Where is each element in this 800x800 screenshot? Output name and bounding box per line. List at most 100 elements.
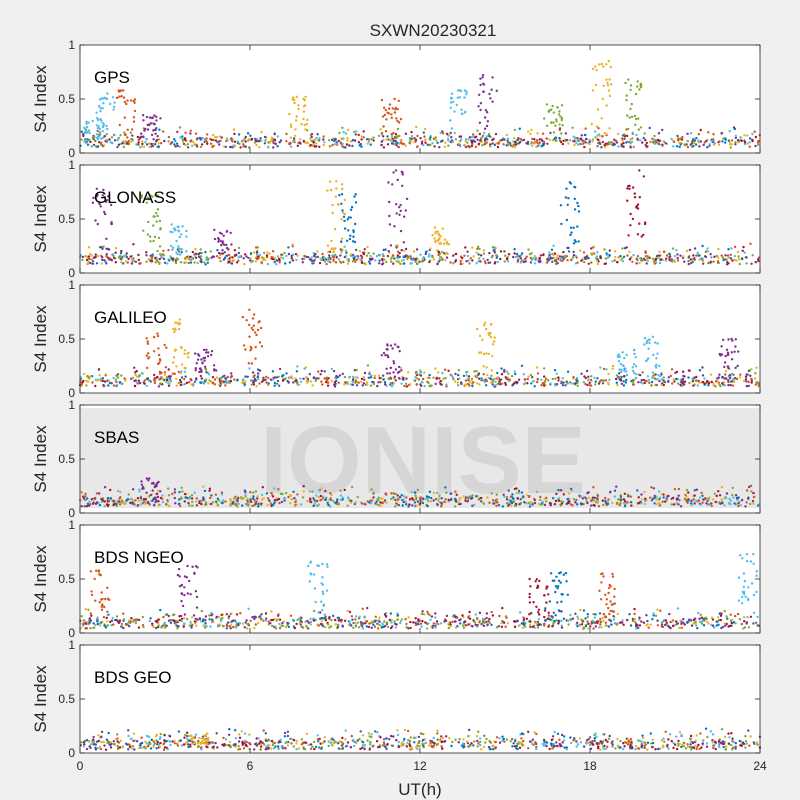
scatter-point bbox=[248, 367, 251, 370]
scatter-point bbox=[179, 261, 183, 264]
scatter-point bbox=[215, 255, 219, 258]
spike-point bbox=[158, 372, 162, 375]
scatter-point bbox=[209, 250, 212, 253]
scatter-point bbox=[611, 501, 614, 505]
spike-point bbox=[479, 138, 482, 142]
spike-point bbox=[487, 352, 491, 356]
scatter-point bbox=[457, 384, 460, 387]
scatter-point bbox=[245, 503, 248, 506]
spike-point bbox=[91, 201, 95, 204]
scatter-point bbox=[432, 491, 436, 495]
spike-point bbox=[390, 113, 393, 116]
scatter-point bbox=[752, 491, 755, 495]
watermark-band bbox=[80, 408, 760, 508]
scatter-point bbox=[482, 379, 485, 382]
scatter-point bbox=[242, 143, 245, 146]
scatter-point bbox=[435, 139, 438, 142]
spike-point bbox=[566, 203, 569, 206]
scatter-point bbox=[315, 499, 319, 503]
scatter-point bbox=[266, 251, 269, 254]
scatter-point bbox=[611, 367, 614, 370]
spike-point bbox=[349, 234, 352, 237]
spike-point bbox=[395, 212, 398, 215]
scatter-point bbox=[561, 500, 565, 504]
scatter-point bbox=[438, 495, 441, 498]
spike-point bbox=[349, 216, 352, 219]
scatter-point bbox=[229, 624, 233, 627]
scatter-point bbox=[557, 488, 560, 492]
scatter-point bbox=[745, 256, 748, 259]
scatter-point bbox=[587, 491, 590, 494]
scatter-point bbox=[203, 140, 206, 143]
scatter-point bbox=[720, 626, 723, 630]
scatter-point bbox=[302, 140, 306, 143]
scatter-point bbox=[415, 496, 418, 499]
scatter-point bbox=[513, 370, 516, 373]
scatter-point bbox=[92, 498, 95, 502]
scatter-point bbox=[173, 496, 176, 500]
scatter-point bbox=[361, 251, 365, 254]
scatter-point bbox=[410, 491, 414, 494]
scatter-point bbox=[264, 378, 267, 381]
spike-cluster bbox=[326, 180, 346, 254]
spike-point bbox=[225, 246, 229, 250]
spike-cluster bbox=[115, 89, 137, 144]
scatter-point bbox=[162, 130, 165, 133]
scatter-point bbox=[493, 143, 497, 147]
scatter-point bbox=[577, 617, 580, 621]
scatter-point bbox=[695, 499, 698, 502]
scatter-point bbox=[632, 379, 635, 382]
scatter-point bbox=[415, 504, 418, 507]
scatter-point bbox=[637, 502, 640, 505]
spike-point bbox=[210, 353, 213, 357]
spike-point bbox=[146, 500, 150, 504]
scatter-point bbox=[472, 255, 475, 258]
scatter-point bbox=[561, 384, 565, 387]
scatter-point bbox=[383, 381, 387, 384]
spike-point bbox=[398, 350, 401, 353]
scatter-point bbox=[390, 136, 394, 139]
spike-point bbox=[395, 203, 398, 206]
scatter-point bbox=[687, 491, 690, 494]
spike-point bbox=[481, 74, 485, 77]
scatter-point bbox=[135, 380, 138, 383]
scatter-point bbox=[130, 617, 133, 620]
scatter-point bbox=[632, 145, 635, 149]
scatter-point bbox=[198, 136, 202, 140]
spike-point bbox=[393, 225, 396, 228]
spike-point bbox=[399, 209, 402, 213]
scatter-point bbox=[745, 384, 748, 388]
scatter-point bbox=[665, 257, 668, 260]
scatter-point bbox=[476, 129, 479, 132]
scatter-point bbox=[581, 497, 584, 500]
spike-point bbox=[380, 354, 383, 357]
scatter-point bbox=[81, 255, 85, 259]
scatter-point bbox=[90, 258, 94, 261]
scatter-point bbox=[583, 133, 587, 137]
spike-point bbox=[463, 89, 467, 92]
scatter-point bbox=[653, 134, 656, 138]
scatter-point bbox=[371, 257, 374, 260]
spike-point bbox=[485, 124, 489, 128]
spike-point bbox=[392, 171, 395, 174]
scatter-point bbox=[359, 258, 362, 261]
scatter-point bbox=[394, 492, 397, 496]
scatter-point bbox=[158, 262, 161, 265]
scatter-point bbox=[720, 612, 723, 615]
spike-point bbox=[94, 219, 97, 222]
spike-point bbox=[550, 121, 553, 124]
scatter-point bbox=[275, 259, 278, 262]
scatter-point bbox=[312, 497, 315, 500]
scatter-point bbox=[254, 502, 257, 506]
scatter-point bbox=[461, 256, 464, 260]
scatter-point bbox=[250, 137, 254, 141]
scatter-point bbox=[386, 254, 390, 258]
scatter-point bbox=[528, 253, 532, 256]
scatter-point bbox=[314, 379, 317, 383]
scatter-point bbox=[687, 376, 690, 379]
scatter-point bbox=[251, 504, 254, 508]
scatter-point bbox=[614, 377, 618, 381]
scatter-point bbox=[717, 247, 720, 251]
scatter-point bbox=[187, 261, 190, 265]
spike-point bbox=[110, 222, 113, 225]
